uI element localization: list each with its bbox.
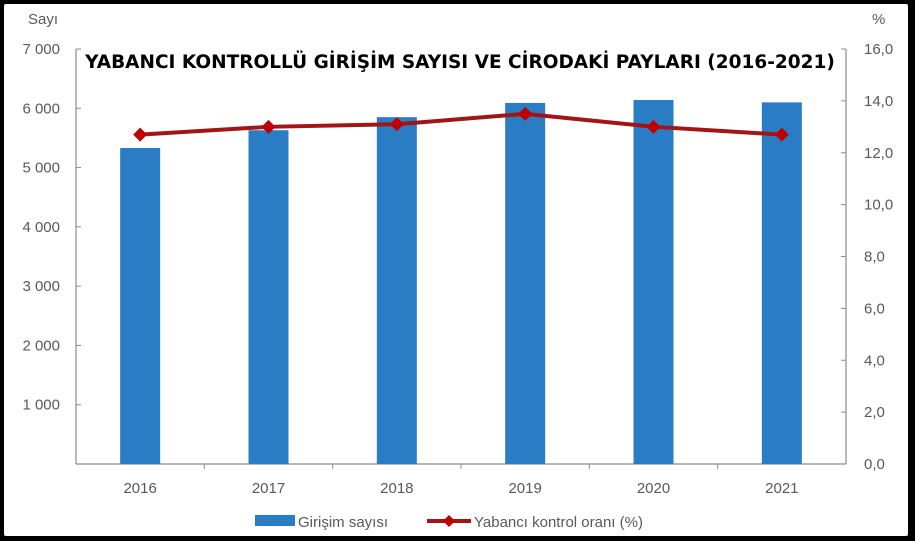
x-tick-label: 2019 xyxy=(508,480,541,497)
right-tick-label: 12,0 xyxy=(864,145,893,162)
legend-line-label: Yabancı kontrol oranı (%) xyxy=(474,514,643,531)
bar-2020 xyxy=(633,99,674,464)
x-axis: 2016 2017 2018 2019 2020 2021 xyxy=(76,463,846,497)
right-tick-label: 8,0 xyxy=(864,249,885,266)
right-tick-label: 4,0 xyxy=(864,352,885,369)
left-tick-label: 5 000 xyxy=(22,160,60,177)
bar-series-girisim-sayisi xyxy=(120,99,802,464)
legend-bar-label: Girişim sayısı xyxy=(298,514,388,531)
bar-2021 xyxy=(761,102,802,464)
line-marker-2018 xyxy=(389,117,404,132)
line-series-yabanci-kontrol-orani xyxy=(133,106,789,142)
right-axis-label: % xyxy=(872,11,885,28)
right-tick-label: 14,0 xyxy=(864,93,893,110)
x-tick-label: 2018 xyxy=(380,480,413,497)
x-tick-label: 2016 xyxy=(123,480,156,497)
right-tick-label: 10,0 xyxy=(864,197,893,214)
line-marker-2019 xyxy=(518,106,533,121)
right-tick-label: 2,0 xyxy=(864,404,885,421)
line-marker-2017 xyxy=(261,119,276,134)
left-tick-label: 2 000 xyxy=(22,337,60,354)
left-tick-label: 4 000 xyxy=(22,219,60,236)
x-tick-label: 2020 xyxy=(637,480,670,497)
left-axis-label: Sayı xyxy=(28,11,58,28)
chart-title: YABANCI KONTROLLÜ GİRİŞİM SAYISI VE CİRO… xyxy=(84,51,835,73)
line-marker-2020 xyxy=(646,119,661,134)
right-tick-label: 16,0 xyxy=(864,41,893,58)
bar-2017 xyxy=(248,130,289,464)
x-tick-label: 2021 xyxy=(765,480,798,497)
left-tick-label: 7 000 xyxy=(22,41,60,58)
legend-bar-swatch xyxy=(255,515,295,526)
right-tick-label: 0,0 xyxy=(864,456,885,473)
line-marker-2021 xyxy=(774,127,789,142)
left-tick-label: 1 000 xyxy=(22,397,60,414)
left-tick-label: 3 000 xyxy=(22,278,60,295)
right-tick-label: 6,0 xyxy=(864,300,885,317)
right-y-axis: 0,0 2,0 4,0 6,0 8,0 10,0 12,0 14,0 16,0 xyxy=(841,41,893,473)
bar-2019 xyxy=(505,102,546,464)
x-tick-label: 2017 xyxy=(252,480,285,497)
left-y-axis: 1 000 2 000 3 000 4 000 5 000 6 000 7 000 xyxy=(22,41,81,464)
left-tick-label: 6 000 xyxy=(22,100,60,117)
legend-line-swatch xyxy=(427,515,471,527)
bar-2016 xyxy=(120,148,161,464)
line-marker-2016 xyxy=(133,127,148,142)
bar-2018 xyxy=(376,117,417,464)
legend: Girişim sayısı Yabancı kontrol oranı (%) xyxy=(255,514,643,531)
